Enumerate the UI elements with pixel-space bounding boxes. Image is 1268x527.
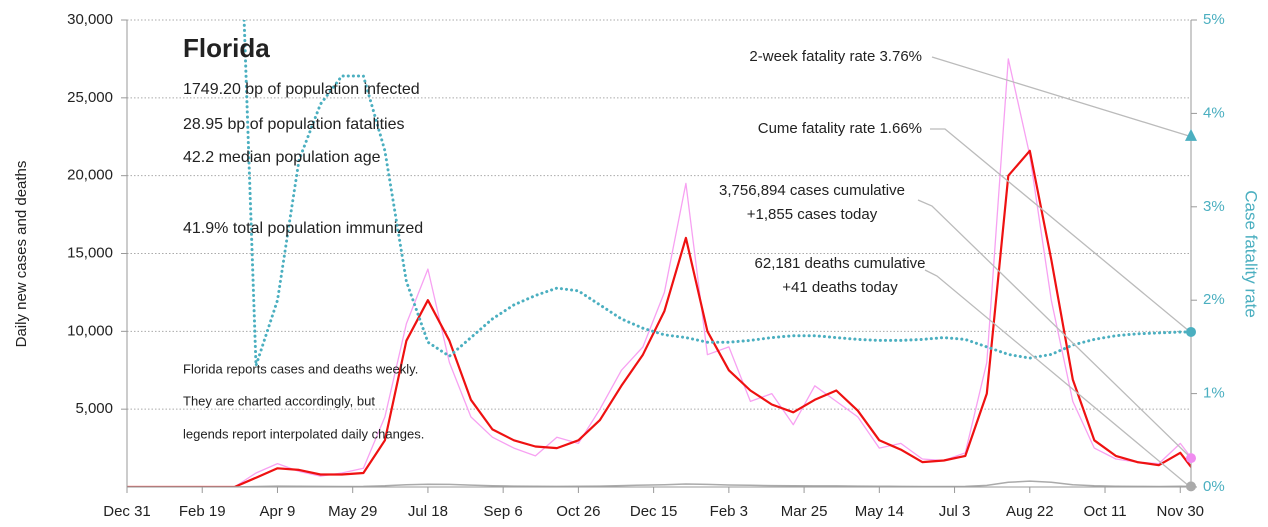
annotation: 3,756,894 cases cumulative bbox=[719, 182, 905, 199]
x-tick-label: Nov 30 bbox=[1156, 503, 1204, 520]
series-line bbox=[127, 149, 1191, 487]
x-tick-label: Dec 15 bbox=[630, 503, 678, 520]
y2-tick-label: 3% bbox=[1203, 198, 1225, 215]
x-tick-label: Dec 31 bbox=[103, 503, 151, 520]
leader-line bbox=[924, 269, 1190, 487]
y2-tick-label: 4% bbox=[1203, 104, 1225, 121]
info-line: 28.95 bp of population fatalities bbox=[183, 116, 405, 133]
end-marker bbox=[1186, 326, 1196, 337]
x-tick-label: Feb 3 bbox=[710, 503, 748, 520]
y-tick-label: 5,000 bbox=[75, 400, 113, 417]
end-marker bbox=[1185, 128, 1197, 141]
x-tick-label: Feb 19 bbox=[179, 503, 226, 520]
y-tick-label: 30,000 bbox=[67, 11, 113, 28]
x-tick-label: Jul 18 bbox=[408, 503, 448, 520]
note: They are charted accordingly, but bbox=[183, 393, 375, 408]
annotation: +1,855 cases today bbox=[747, 206, 878, 223]
info-line: 1749.20 bp of population infected bbox=[183, 81, 420, 98]
x-tick-label: Oct 26 bbox=[556, 503, 600, 520]
series-line bbox=[127, 480, 1191, 487]
series-line bbox=[242, 20, 1191, 368]
y-axis-label: Daily new cases and deaths bbox=[13, 161, 30, 348]
y-tick-label: 15,000 bbox=[67, 244, 113, 261]
leader-line bbox=[930, 128, 1190, 332]
y2-axis-label: Case fatality rate bbox=[1242, 190, 1261, 318]
y2-tick-label: 1% bbox=[1203, 385, 1225, 402]
end-marker bbox=[1186, 481, 1196, 492]
plot-area bbox=[127, 20, 1191, 487]
end-marker bbox=[1186, 453, 1196, 464]
x-tick-label: Apr 9 bbox=[260, 503, 296, 520]
x-tick-label: May 14 bbox=[855, 503, 904, 520]
y2-tick-label: 0% bbox=[1203, 478, 1225, 495]
annotation: Cume fatality rate 1.66% bbox=[758, 120, 922, 137]
x-tick-label: Oct 11 bbox=[1083, 503, 1126, 520]
leaders bbox=[917, 56, 1190, 487]
x-tick-label: Sep 6 bbox=[484, 503, 523, 520]
y2-tick-label: 5% bbox=[1203, 11, 1225, 28]
annotation: +41 deaths today bbox=[782, 279, 898, 296]
annotation: 62,181 deaths cumulative bbox=[755, 255, 926, 272]
info-line: 42.2 median population age bbox=[183, 149, 381, 166]
leader-line bbox=[931, 56, 1190, 137]
note: legends report interpolated daily change… bbox=[183, 426, 424, 441]
series-line bbox=[127, 58, 1191, 487]
y-tick-label: 10,000 bbox=[67, 322, 113, 339]
info-line: 41.9% total population immunized bbox=[183, 220, 423, 237]
x-tick-label: Jul 3 bbox=[939, 503, 971, 520]
y2-tick-label: 2% bbox=[1203, 291, 1225, 308]
x-tick-label: Aug 22 bbox=[1006, 503, 1054, 520]
y-tick-label: 20,000 bbox=[67, 167, 113, 184]
x-tick-label: May 29 bbox=[328, 503, 377, 520]
leader-line bbox=[917, 199, 1190, 457]
x-tick-label: Mar 25 bbox=[781, 503, 828, 520]
y-tick-label: 25,000 bbox=[67, 89, 113, 106]
annotation: 2-week fatality rate 3.76% bbox=[749, 48, 922, 65]
grid bbox=[127, 19, 1191, 410]
info-title: Florida bbox=[183, 33, 270, 63]
note: Florida reports cases and deaths weekly. bbox=[183, 361, 418, 376]
